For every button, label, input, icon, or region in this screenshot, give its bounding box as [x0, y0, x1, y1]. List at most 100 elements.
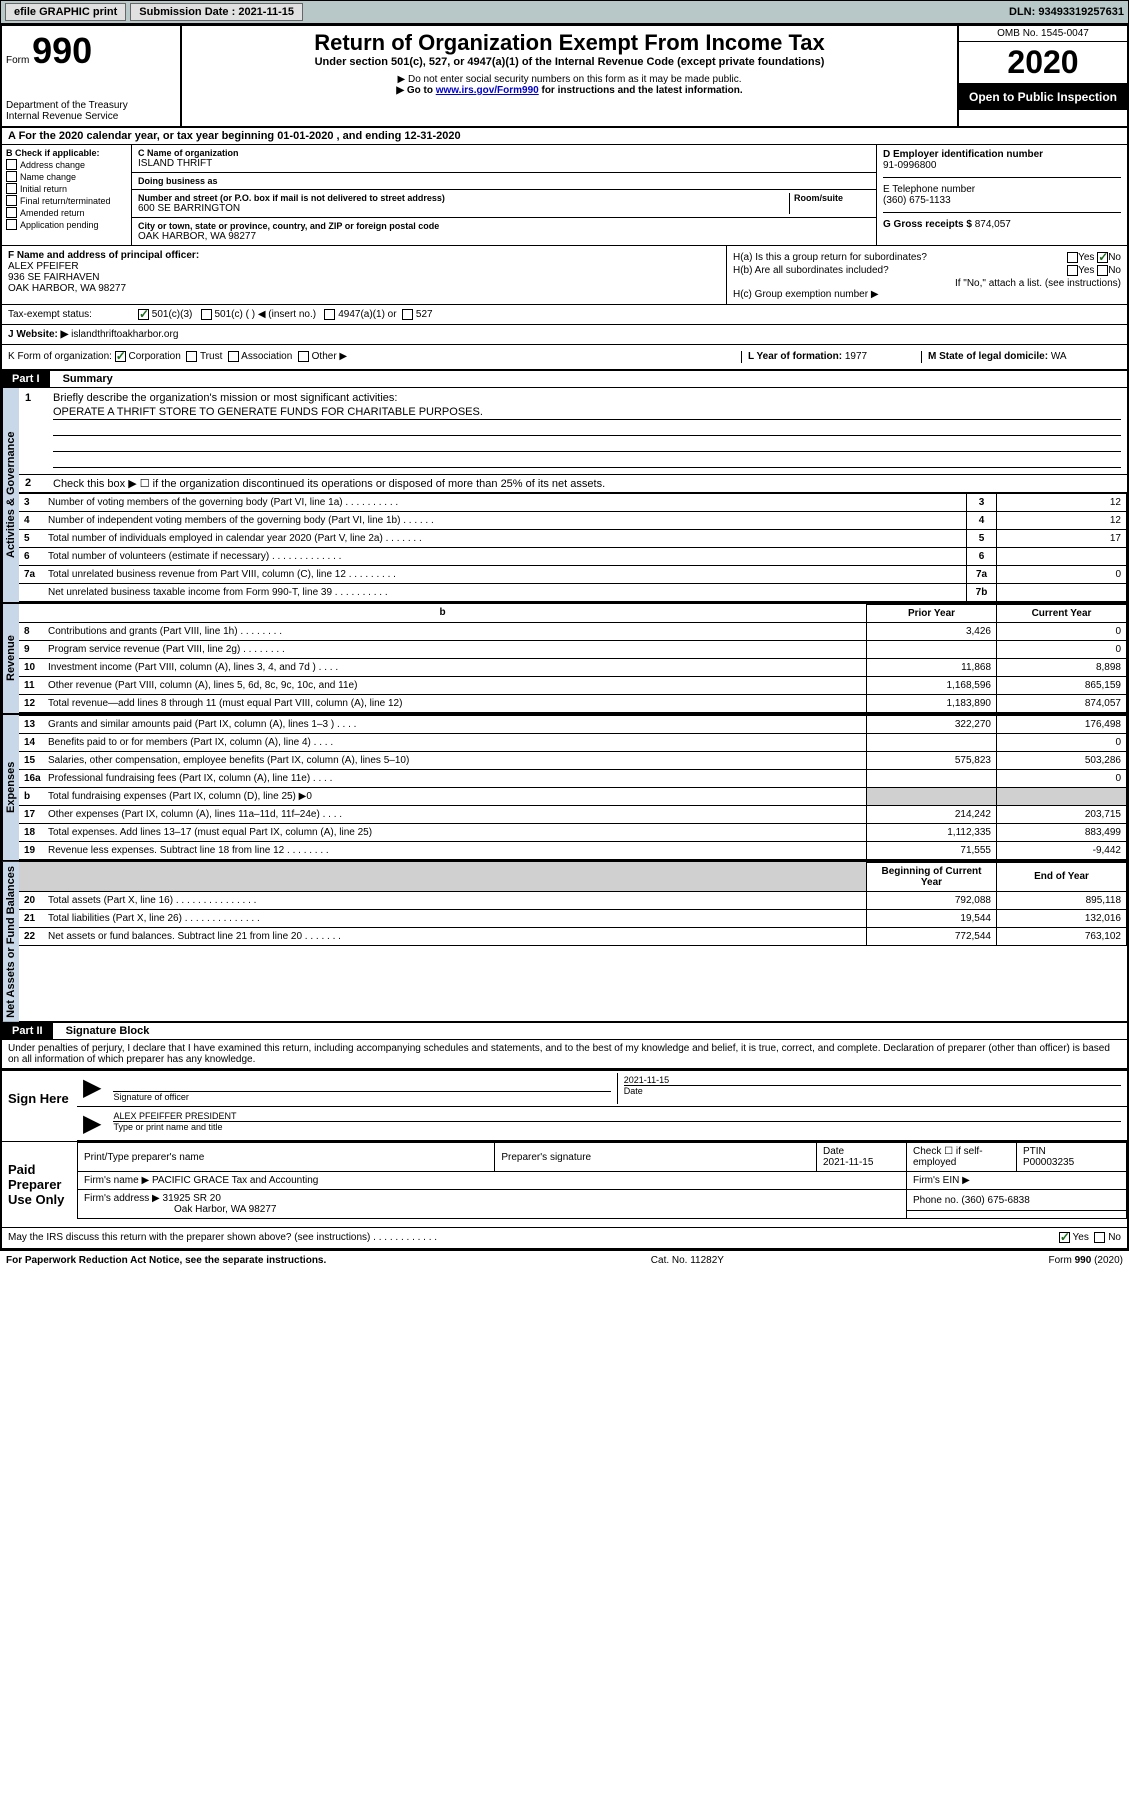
- dept-treasury: Department of the Treasury Internal Reve…: [6, 100, 176, 122]
- box-c-left: C Name of organization ISLAND THRIFT Doi…: [132, 145, 877, 245]
- phone-value: (360) 675-1133: [883, 195, 1121, 206]
- governance-side-label: Activities & Governance: [2, 388, 19, 602]
- chk-hb-yes[interactable]: [1067, 265, 1078, 276]
- submission-date-value: 2021-11-15: [238, 6, 294, 18]
- arrow-icon: ▶: [77, 1109, 107, 1138]
- chk-ha-no[interactable]: [1097, 252, 1108, 263]
- chk-527[interactable]: [402, 309, 413, 320]
- chk-name-change[interactable]: [6, 171, 17, 182]
- firm-addr1: 31925 SR 20: [163, 1193, 221, 1204]
- city-cell: City or town, state or province, country…: [132, 218, 876, 245]
- governance-section: Activities & Governance 1 Briefly descri…: [2, 388, 1127, 604]
- chk-amended[interactable]: [6, 207, 17, 218]
- website-value: islandthriftoakharbor.org: [71, 329, 178, 340]
- submission-date-box: Submission Date : 2021-11-15: [130, 3, 303, 21]
- governance-table: 3Number of voting members of the governi…: [19, 493, 1127, 602]
- part-ii-header: Part II Signature Block: [2, 1023, 1127, 1040]
- sign-here-block: Sign Here ▶ Signature of officer 2021-11…: [2, 1069, 1127, 1141]
- netassets-section: Net Assets or Fund Balances Beginning of…: [2, 862, 1127, 1024]
- page-footer: For Paperwork Reduction Act Notice, see …: [0, 1250, 1129, 1270]
- form-header: Form 990 Department of the Treasury Inte…: [2, 26, 1127, 128]
- footer-left: For Paperwork Reduction Act Notice, see …: [6, 1255, 326, 1266]
- street-cell: Number and street (or P.O. box if mail i…: [132, 190, 876, 218]
- chk-other[interactable]: [298, 351, 309, 362]
- chk-initial-return[interactable]: [6, 183, 17, 194]
- officer-name-title: ALEX PFEIFFER PRESIDENT: [113, 1111, 1121, 1121]
- chk-discuss-no[interactable]: [1094, 1232, 1105, 1243]
- row-a-tax-year: A For the 2020 calendar year, or tax yea…: [2, 128, 1127, 145]
- tax-year: 2020: [959, 42, 1127, 84]
- hc-label: H(c) Group exemption number ▶: [733, 289, 1121, 300]
- form-subtitle: Under section 501(c), 527, or 4947(a)(1)…: [190, 56, 949, 68]
- part-i-header: Part I Summary: [2, 371, 1127, 388]
- chk-assoc[interactable]: [228, 351, 239, 362]
- submission-date-label: Submission Date :: [139, 6, 235, 18]
- arrow-icon: ▶: [77, 1073, 107, 1104]
- officer-addr2: OAK HARBOR, WA 98277: [8, 283, 720, 294]
- row-j: J Website: ▶ islandthriftoakharbor.org: [2, 325, 1127, 345]
- efile-button[interactable]: efile GRAPHIC print: [5, 3, 126, 21]
- form-title: Return of Organization Exempt From Incom…: [190, 30, 949, 56]
- chk-501c3[interactable]: [138, 309, 149, 320]
- box-d-e-g: D Employer identification number 91-0996…: [877, 145, 1127, 245]
- note-goto: ▶ Go to www.irs.gov/Form990 for instruct…: [190, 85, 949, 96]
- box-b-title: B Check if applicable:: [6, 148, 127, 158]
- note-ssn: ▶ Do not enter social security numbers o…: [190, 74, 949, 85]
- chk-address-change[interactable]: [6, 159, 17, 170]
- footer-right: Form 990 (2020): [1049, 1255, 1123, 1266]
- expenses-side-label: Expenses: [2, 715, 19, 860]
- org-name-cell: C Name of organization ISLAND THRIFT: [132, 145, 876, 173]
- dln: DLN: 93493319257631: [1009, 6, 1124, 18]
- officer-name: ALEX PFEIFER: [8, 261, 720, 272]
- sign-here-label: Sign Here: [2, 1071, 77, 1141]
- chk-trust[interactable]: [186, 351, 197, 362]
- box-f: F Name and address of principal officer:…: [2, 246, 727, 304]
- officer-addr1: 936 SE FAIRHAVEN: [8, 272, 720, 283]
- revenue-side-label: Revenue: [2, 604, 19, 713]
- ein-value: 91-0996800: [883, 160, 1121, 171]
- row-klm: K Form of organization: Corporation Trus…: [2, 345, 1127, 370]
- preparer-table: Print/Type preparer's name Preparer's si…: [77, 1142, 1127, 1219]
- netassets-table: Beginning of Current YearEnd of Year 20T…: [19, 862, 1127, 946]
- box-h: H(a) Is this a group return for subordin…: [727, 246, 1127, 304]
- ptin-value: P00003235: [1023, 1157, 1074, 1168]
- chk-ha-yes[interactable]: [1067, 252, 1078, 263]
- row-i: Tax-exempt status: 501(c)(3) 501(c) ( ) …: [2, 305, 1127, 325]
- omb-number: OMB No. 1545-0047: [959, 26, 1127, 42]
- open-to-public: Open to Public Inspection: [959, 84, 1127, 110]
- sign-date: 2021-11-15: [624, 1075, 1121, 1085]
- form-word: Form: [6, 55, 29, 66]
- ein-label: D Employer identification number: [883, 149, 1121, 160]
- perjury-declaration: Under penalties of perjury, I declare th…: [2, 1040, 1127, 1069]
- form-number: 990: [32, 30, 92, 71]
- box-c-wrapper: C Name of organization ISLAND THRIFT Doi…: [132, 145, 1127, 245]
- mission-text: OPERATE A THRIFT STORE TO GENERATE FUNDS…: [53, 406, 1121, 420]
- revenue-section: Revenue bPrior YearCurrent Year 8Contrib…: [2, 604, 1127, 715]
- gross-receipts-label: G Gross receipts $: [883, 219, 972, 230]
- phone-label: E Telephone number: [883, 184, 1121, 195]
- section-b-through-g: B Check if applicable: Address change Na…: [2, 145, 1127, 246]
- chk-hb-no[interactable]: [1097, 265, 1108, 276]
- org-name: ISLAND THRIFT: [138, 158, 870, 169]
- section-f-h: F Name and address of principal officer:…: [2, 246, 1127, 305]
- chk-501c[interactable]: [201, 309, 212, 320]
- paid-preparer-label: Paid Preparer Use Only: [2, 1142, 77, 1227]
- chk-application-pending[interactable]: [6, 219, 17, 230]
- irs-link[interactable]: www.irs.gov/Form990: [436, 85, 539, 96]
- expenses-section: Expenses 13Grants and similar amounts pa…: [2, 715, 1127, 862]
- chk-corp[interactable]: [115, 351, 126, 362]
- revenue-table: bPrior YearCurrent Year 8Contributions a…: [19, 604, 1127, 713]
- header-center: Return of Organization Exempt From Incom…: [182, 26, 957, 126]
- chk-final-return[interactable]: [6, 195, 17, 206]
- footer-mid: Cat. No. 11282Y: [651, 1255, 724, 1266]
- chk-4947[interactable]: [324, 309, 335, 320]
- header-right: OMB No. 1545-0047 2020 Open to Public In…: [957, 26, 1127, 126]
- box-b: B Check if applicable: Address change Na…: [2, 145, 132, 245]
- prep-phone: (360) 675-6838: [961, 1195, 1029, 1206]
- chk-discuss-yes[interactable]: [1059, 1232, 1070, 1243]
- gross-receipts-value: 874,057: [975, 219, 1011, 230]
- header-left: Form 990 Department of the Treasury Inte…: [2, 26, 182, 126]
- street-address: 600 SE BARRINGTON: [138, 203, 785, 214]
- firm-name: PACIFIC GRACE Tax and Accounting: [152, 1175, 318, 1186]
- paid-preparer-block: Paid Preparer Use Only Print/Type prepar…: [2, 1141, 1127, 1227]
